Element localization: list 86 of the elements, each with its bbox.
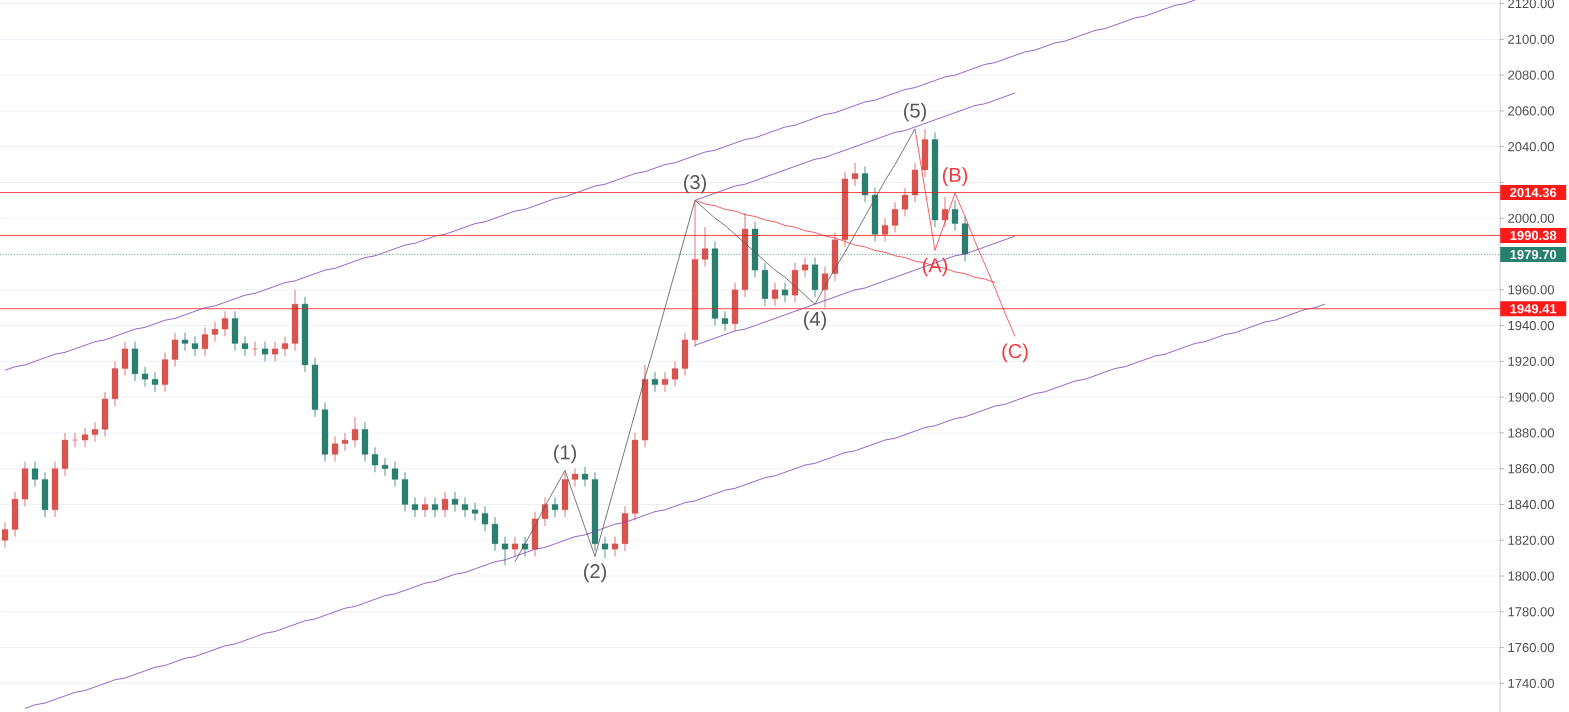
candlestick — [341, 432, 349, 452]
candlestick — [891, 201, 899, 233]
candlestick — [851, 162, 859, 187]
candlestick — [571, 468, 579, 487]
candlestick — [431, 496, 439, 518]
candlestick — [281, 335, 289, 357]
candlestick — [421, 496, 429, 518]
candlestick — [71, 432, 79, 448]
y-tick-label: 1880.00 — [1508, 428, 1555, 438]
annotation: (5) — [904, 102, 926, 122]
candlestick — [381, 457, 389, 477]
candlestick — [271, 341, 279, 362]
candlestick — [181, 332, 189, 352]
candlestick — [141, 366, 149, 387]
y-tick-label: 1800.00 — [1508, 571, 1555, 581]
annotation: (4) — [804, 311, 826, 330]
annotation: (2) — [584, 563, 606, 583]
candlestick — [701, 226, 709, 267]
y-tick-label: 2000.00 — [1508, 213, 1555, 223]
candlestick — [251, 341, 259, 357]
y-tick-label: 1960.00 — [1508, 285, 1555, 295]
candlestick — [151, 371, 159, 393]
candlestick — [191, 335, 199, 357]
candlestick — [261, 341, 269, 362]
candlestick — [81, 427, 89, 448]
candlestick — [881, 217, 889, 242]
candlestick — [601, 536, 609, 559]
candlestick — [31, 461, 39, 487]
candlestick — [121, 341, 129, 377]
candlestick — [441, 491, 449, 518]
candlestick — [671, 360, 679, 387]
candlestick — [391, 461, 399, 487]
candlestick — [481, 505, 489, 532]
y-tick-label: 2100.00 — [1508, 34, 1555, 44]
candlestick — [331, 436, 339, 462]
candlestick — [661, 371, 669, 393]
candlestick — [611, 536, 619, 557]
candlestick — [171, 332, 179, 368]
y-tick-label: 1740.00 — [1508, 678, 1555, 688]
y-tick-label: 1820.00 — [1508, 535, 1555, 545]
y-tick-label: 1900.00 — [1508, 392, 1555, 402]
candlestick — [951, 199, 959, 232]
candlestick — [941, 196, 949, 228]
candlestick — [861, 165, 869, 203]
candlestick — [351, 416, 359, 448]
candlestick — [771, 282, 779, 307]
candlestick — [451, 491, 459, 513]
candlestick — [1, 521, 9, 548]
y-tick-label: 1780.00 — [1508, 607, 1555, 617]
candlestick — [551, 496, 559, 518]
annotation: (3) — [684, 174, 706, 194]
candlestick — [491, 516, 499, 552]
candlestick — [411, 496, 419, 518]
candlestick — [721, 310, 729, 332]
annotation: (1) — [554, 444, 576, 464]
candlestick — [781, 282, 789, 303]
ref-line-label: 1949.41 — [1510, 304, 1557, 314]
y-tick-label: 1940.00 — [1508, 320, 1555, 331]
candlestick — [371, 446, 379, 473]
y-tick-label: 1840.00 — [1508, 499, 1555, 510]
annotation: (C) — [1002, 343, 1028, 363]
candlestick — [581, 466, 589, 487]
y-tick-label: 1920.00 — [1508, 356, 1555, 366]
candlestick — [821, 266, 829, 309]
candlestick — [501, 536, 509, 566]
candlestick — [901, 187, 909, 217]
ref-line-label: 1990.38 — [1510, 230, 1557, 241]
candlestick — [241, 335, 249, 357]
y-tick-label: 2060.00 — [1508, 106, 1555, 116]
candlestick — [511, 536, 519, 557]
candlestick — [201, 326, 209, 357]
ref-line-label: 1979.70 — [1510, 249, 1557, 260]
y-tick-label: 2080.00 — [1508, 70, 1555, 80]
candlestick — [651, 371, 659, 393]
y-tick-label: 1860.00 — [1508, 464, 1555, 474]
y-tick-label: 1760.00 — [1508, 642, 1555, 653]
candlestick — [91, 421, 99, 443]
line-series — [24, 303, 1326, 709]
annotation: (B) — [942, 167, 968, 186]
y-tick-label: 2040.00 — [1508, 142, 1555, 152]
ref-line-label: 2014.36 — [1510, 187, 1557, 198]
candlestick — [801, 257, 809, 278]
candlestick — [211, 321, 219, 343]
candlestick — [461, 496, 469, 518]
candlestick — [471, 502, 479, 521]
candlestick — [221, 310, 229, 337]
